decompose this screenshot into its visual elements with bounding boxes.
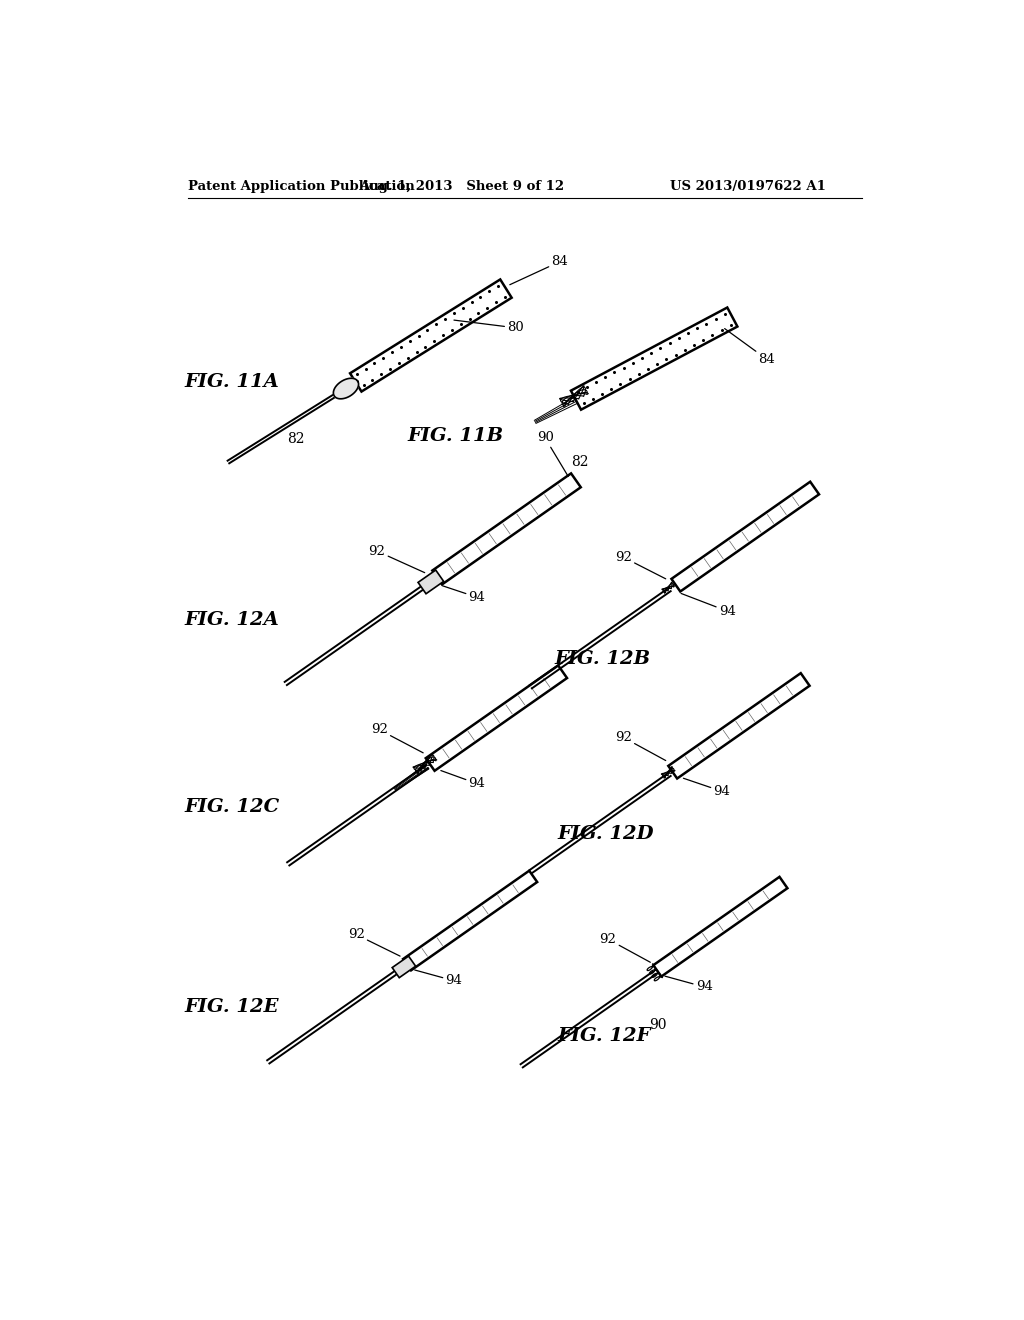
Text: 94: 94 [441, 771, 485, 791]
Text: 94: 94 [415, 970, 463, 987]
Text: Patent Application Publication: Patent Application Publication [188, 181, 415, 194]
Text: 92: 92 [348, 928, 400, 956]
Text: 90: 90 [649, 1019, 667, 1032]
Text: 94: 94 [665, 977, 713, 994]
Text: FIG. 12F: FIG. 12F [558, 1027, 651, 1045]
Text: 92: 92 [615, 550, 666, 579]
Text: Aug. 1, 2013   Sheet 9 of 12: Aug. 1, 2013 Sheet 9 of 12 [359, 181, 564, 194]
Text: 92: 92 [615, 731, 666, 760]
Text: US 2013/0197622 A1: US 2013/0197622 A1 [670, 181, 825, 194]
Text: FIG. 11A: FIG. 11A [184, 372, 280, 391]
Polygon shape [418, 570, 443, 594]
Text: FIG. 12B: FIG. 12B [554, 649, 650, 668]
Text: FIG. 12C: FIG. 12C [184, 797, 280, 816]
Text: 92: 92 [369, 545, 425, 573]
Text: 82: 82 [287, 432, 305, 446]
Polygon shape [392, 956, 416, 978]
Text: 92: 92 [599, 933, 650, 962]
Text: 82: 82 [571, 455, 589, 469]
Text: 84: 84 [510, 255, 568, 285]
Text: FIG. 11B: FIG. 11B [408, 426, 504, 445]
Text: 94: 94 [683, 779, 730, 797]
Polygon shape [350, 280, 512, 392]
Text: FIG. 12D: FIG. 12D [558, 825, 654, 842]
Text: 84: 84 [725, 329, 775, 366]
Text: 94: 94 [681, 594, 736, 618]
Text: 90: 90 [537, 432, 568, 477]
Polygon shape [334, 379, 358, 399]
Text: FIG. 12A: FIG. 12A [184, 611, 280, 630]
Text: FIG. 12E: FIG. 12E [184, 998, 279, 1016]
Text: 94: 94 [442, 586, 485, 603]
Text: 92: 92 [371, 723, 423, 752]
Text: 80: 80 [454, 321, 524, 334]
Polygon shape [571, 308, 737, 409]
